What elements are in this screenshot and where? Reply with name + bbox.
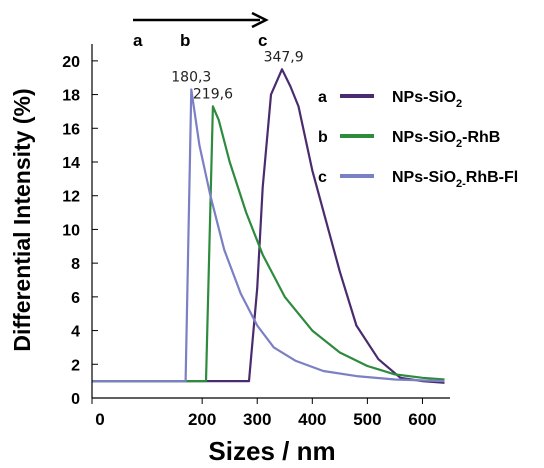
arrow-letter-b: b (180, 31, 190, 50)
arrow-letter-a: a (133, 31, 143, 50)
legend-label-c: NPs-SiO2-RhB-Fl (392, 169, 518, 190)
peak-label-b: 219,6 (193, 86, 233, 102)
x-tick-label: 0 (95, 410, 104, 429)
y-tick-label: 2 (71, 357, 80, 374)
y-tick-label: 8 (71, 256, 80, 273)
x-ticks: 0 200 300 400 500 600 (91, 398, 437, 429)
y-tick-label: 16 (62, 121, 80, 138)
legend: a NPs-SiO2 b NPs-SiO2-RhB c NPs-SiO2-RhB-Fl (318, 89, 518, 190)
y-tick-label: 0 (71, 391, 80, 408)
y-tick-label: 14 (62, 155, 80, 172)
x-tick-label: 500 (353, 410, 381, 429)
plot-lines (92, 68, 445, 384)
series-line-b (92, 105, 445, 383)
x-tick-label: 600 (408, 410, 436, 429)
series-line-c (92, 88, 445, 383)
x-tick-label: 300 (243, 410, 271, 429)
y-tick-label: 10 (62, 222, 80, 239)
y-tick-label: 12 (62, 189, 80, 206)
y-tick-label: 18 (62, 88, 80, 105)
y-tick-label: 20 (62, 54, 80, 71)
y-tick-label: 4 (71, 324, 80, 341)
legend-label-b: NPs-SiO2-RhB (392, 129, 500, 150)
peak-label-c: 180,3 (171, 70, 211, 86)
arrow-letter-c: c (258, 31, 267, 50)
trend-arrow-head (251, 11, 269, 29)
legend-letter-a: a (318, 89, 327, 106)
x-tick-label: 200 (188, 410, 216, 429)
x-tick-label: 400 (298, 410, 326, 429)
y-axis-title: Differential Intensity (%) (9, 88, 35, 351)
peak-label-a: 347,9 (264, 49, 304, 65)
legend-letter-c: c (318, 169, 327, 186)
y-ticks: 0 2 4 6 8 10 12 14 16 18 20 (62, 54, 98, 408)
legend-label-a: NPs-SiO2 (392, 89, 462, 110)
series-line-a (92, 68, 445, 384)
y-tick-label: 6 (71, 290, 80, 307)
legend-letter-b: b (318, 129, 328, 146)
x-axis-title: Sizes / nm (208, 436, 335, 466)
